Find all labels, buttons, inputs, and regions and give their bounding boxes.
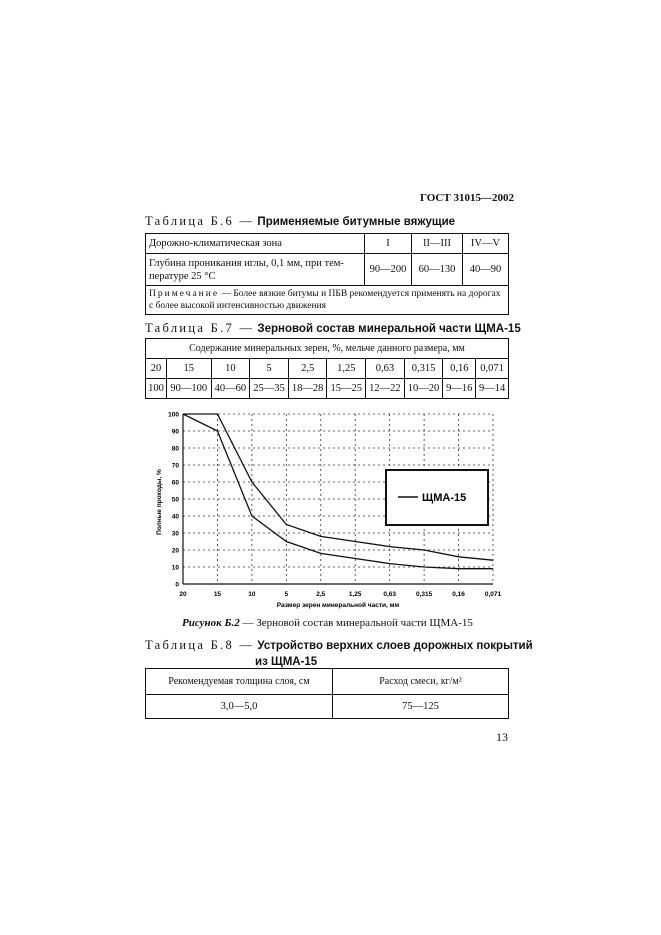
page-number: 13 [496,730,508,744]
x-tick-label: 0,315 [416,591,433,598]
table-cell: 3,0—5,0 [145,694,333,719]
y-tick-labels: 0 10 20 30 40 50 60 70 80 90 100 [168,412,179,589]
figure-text: — Зерновой состав минеральной части ЩМА-… [239,617,473,629]
table-row: 100 90—100 40—60 25—35 18—28 15—25 12—22… [145,378,509,399]
y-tick-label: 0 [175,582,179,589]
table-row: Примечание — Более вязкие битумы и ПБВ р… [145,285,509,315]
table-cell: 15—25 [326,378,367,399]
x-tick-label: 15 [214,591,222,598]
x-tick-label: 5 [285,591,289,598]
table-cell: 0,63 [365,358,405,379]
table-cell: 60—130 [411,253,463,286]
note-label: Примечание [149,289,220,299]
x-tick-label: 1,25 [349,591,362,598]
table-b6-caption: Таблица Б.6 — Применяемые битумные вяжущ… [145,214,455,229]
table-cell: Рекомендуемая толщина слоя, см [145,668,333,695]
table-cell: 2,5 [287,358,328,379]
table-cell: IV—V [462,233,509,254]
standard-number: ГОСТ 31015—2002 [420,192,514,204]
table-b7: Содержание минеральных зерен, %, мельче … [145,338,509,399]
x-tick-labels: 20 15 10 5 2,5 1,25 0,63 0,315 0,16 0,071 [179,591,501,598]
series-line-upper [183,413,494,561]
y-tick-label: 20 [172,548,180,555]
table-cell: 10 [210,358,251,379]
x-tick-label: 10 [248,591,256,598]
x-tick-label: 0,16 [452,591,465,598]
table-b8-caption: Таблица Б.8 — Устройство верхних слоев д… [145,638,533,670]
table-cell: 9—14 [475,378,509,399]
x-tick-label: 0,071 [485,591,502,598]
grain-composition-chart: 0 10 20 30 40 50 60 70 80 90 100 20 15 10 5 2,5 1,25 0,6… [156,412,502,610]
table-cell: 0,071 [475,358,509,379]
table-cell: Глубина проникания иглы, 0,1 мм, при тем… [145,253,365,286]
y-tick-label: 30 [172,531,180,538]
legend-box [385,469,489,526]
y-tick-label: 10 [172,565,180,572]
table-cell: 1,25 [326,358,367,379]
y-tick-label: 80 [172,446,180,453]
figure-label: Рисунок Б.2 [182,617,240,629]
table-b7-header: Содержание минеральных зерен, %, мельче … [145,338,509,359]
x-tick-label: 0,63 [383,591,396,598]
table-cell: 0,16 [442,358,477,379]
table-b8: Рекомендуемая толщина слоя, см Расход см… [145,668,509,719]
table-cell: 5 [249,358,289,379]
y-tick-label: 70 [172,463,180,470]
table-cell: II—III [411,233,463,254]
y-tick-label: 40 [172,514,180,521]
table-row: Дорожно-климатическая зона I II—III IV—V [145,233,509,254]
table-b6-caption-prefix: Таблица Б.6 — [145,214,255,228]
table-b7-caption-title: Зерновой состав минеральной части ЩМА-15 [257,323,521,335]
figure-caption: Рисунок Б.2 — Зерновой состав минерально… [182,617,473,629]
chart-series [182,413,494,570]
table-cell: 40—90 [462,253,509,286]
y-tick-label: 50 [172,497,180,504]
table-row: 3,0—5,0 75—125 [145,694,509,719]
table-cell: 9—16 [442,378,477,399]
table-cell: 20 [145,358,167,379]
chart-legend: ЩМА-15 [385,469,489,526]
table-row: Глубина проникания иглы, 0,1 мм, при тем… [145,253,509,286]
table-b8-caption-title: Устройство верхних слоев дорожных покрыт… [257,640,533,652]
table-b8-caption-title-cont: из ЩМА-15 [255,656,318,668]
note-text: — Более вязкие битумы и ПБВ рекомендуетс… [149,289,501,311]
table-cell: 100 [145,378,167,399]
y-tick-label: 90 [172,429,180,436]
x-tick-label: 2,5 [316,591,325,598]
row-label-line: пературе 25 °С [149,270,216,282]
table-cell: 15 [166,358,212,379]
table-cell: 12—22 [365,378,405,399]
table-row: 20 15 10 5 2,5 1,25 0,63 0,315 0,16 0,07… [145,358,509,379]
table-b8-caption-prefix: Таблица Б.8 — [145,638,255,652]
table-cell: 90—100 [166,378,212,399]
table-b6-note: Примечание — Более вязкие битумы и ПБВ р… [145,285,509,315]
row-label-line: Глубина проникания иглы, 0,1 мм, при тем… [149,257,344,269]
table-cell: Расход смеси, кг/м² [332,668,509,695]
table-row: Содержание минеральных зерен, %, мельче … [145,338,509,359]
table-b6: Дорожно-климатическая зона I II—III IV—V… [145,233,509,315]
table-cell: 10—20 [403,378,444,399]
table-cell: 75—125 [332,694,509,719]
table-cell: I [364,233,412,254]
x-tick-label: 20 [179,591,187,598]
table-cell: 0,315 [403,358,444,379]
table-b7-caption: Таблица Б.7 — Зерновой состав минерально… [145,321,521,336]
table-cell: 40—60 [210,378,251,399]
table-b7-caption-prefix: Таблица Б.7 — [145,321,255,335]
table-cell: 18—28 [287,378,328,399]
y-axis-label: Полные проходы, % [156,469,163,535]
table-row: Рекомендуемая толщина слоя, см Расход см… [145,668,509,695]
series-line-lower [182,413,493,570]
table-b6-caption-title: Применяемые битумные вяжущие [257,216,456,228]
table-cell: 90—200 [364,253,412,286]
x-axis-label: Размер зерен минеральной части, мм [277,601,400,609]
y-tick-label: 60 [172,480,180,487]
table-cell: Дорожно-климатическая зона [145,233,365,254]
legend-label: ЩМА-15 [422,492,466,504]
table-cell: 25—35 [249,378,289,399]
y-tick-label: 100 [168,412,179,419]
